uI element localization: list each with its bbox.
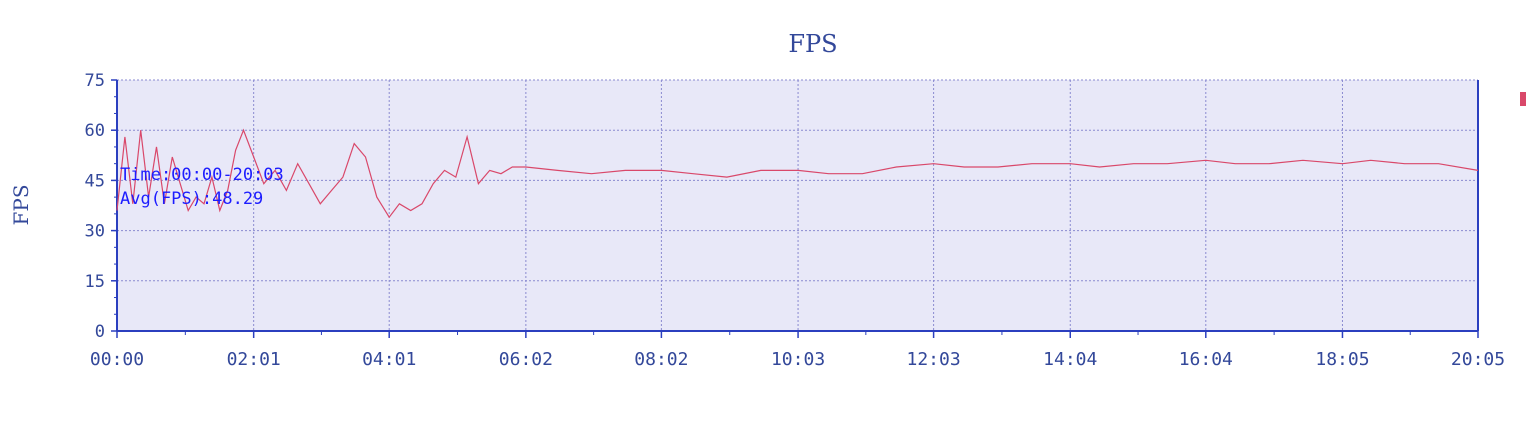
x-tick-label: 08:02: [634, 349, 688, 370]
legend-marker: [1520, 92, 1526, 106]
x-tick-label: 14:04: [1043, 349, 1097, 370]
y-tick-label: 45: [85, 171, 105, 191]
y-tick-label: 15: [85, 272, 105, 292]
y-tick-label: 75: [85, 71, 105, 91]
y-tick-label: 0: [95, 322, 105, 342]
x-tick-label: 00:00: [90, 349, 144, 370]
x-ticks: 00:00 02:01 04:01 06:02 08:02 10:03 12:03 14:04…: [90, 331, 1505, 370]
avg-fps-annotation: Avg(FPS):48.29: [120, 189, 263, 209]
fps-series-line: [116, 128, 1479, 219]
y-ticks: 0 15 30 45 60 75: [85, 71, 117, 342]
time-range-annotation: Time:00:00-20:03: [120, 165, 284, 185]
x-tick-label: 04:01: [362, 349, 416, 370]
x-tick-label: 12:03: [907, 349, 961, 370]
plot-area: [117, 80, 1478, 331]
chart-title: FPS: [788, 30, 837, 58]
x-tick-label: 16:04: [1179, 349, 1233, 370]
x-tick-label: 06:02: [499, 349, 553, 370]
y-tick-label: 60: [85, 121, 105, 141]
y-tick-label: 30: [85, 222, 105, 242]
grid-lines: [117, 79, 1478, 331]
x-tick-label: 18:05: [1315, 349, 1369, 370]
x-tick-label: 02:01: [227, 349, 281, 370]
x-tick-label: 10:03: [771, 349, 825, 370]
x-tick-label: 20:05: [1451, 349, 1505, 370]
y-axis-label: FPS: [9, 184, 33, 225]
